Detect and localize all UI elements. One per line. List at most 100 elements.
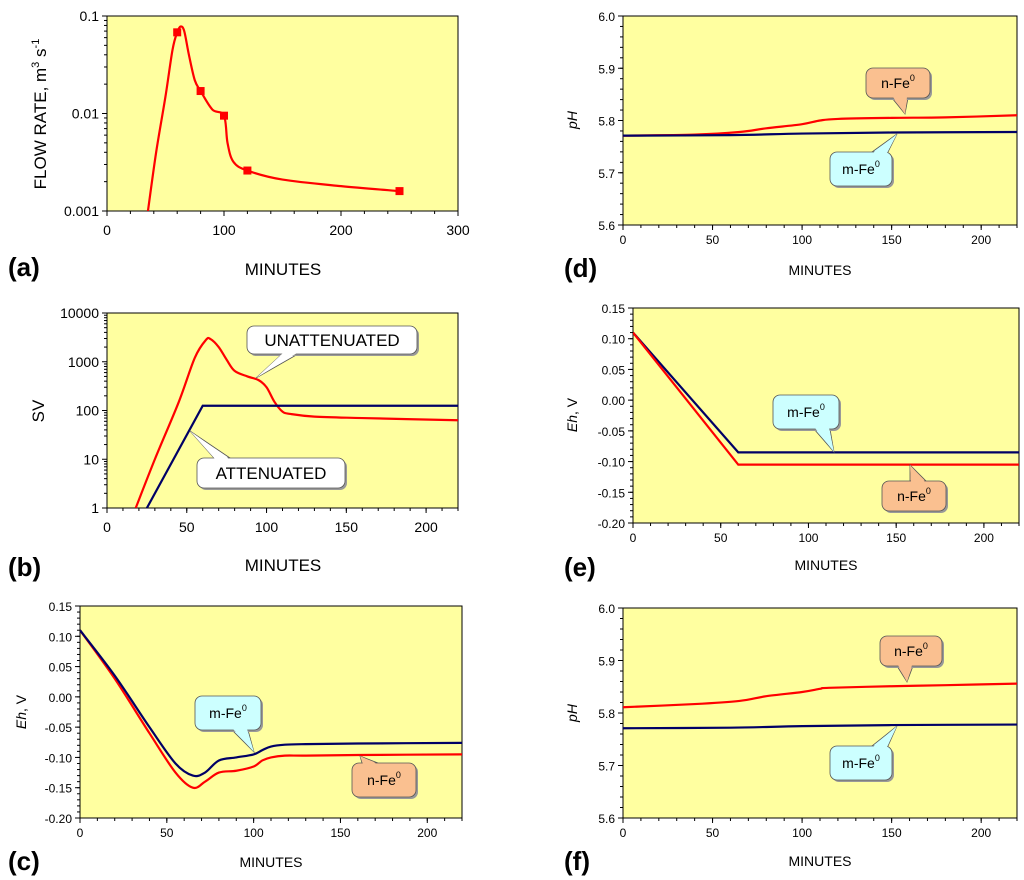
panel-f: 0 50 100 150 200 5.6 5.7 5.8 5.9 6.0 MINUTES pH (f) n… <box>564 602 1018 876</box>
panel-label-e: (e) <box>564 552 596 582</box>
x-tick-label-b: 200 <box>414 519 438 535</box>
series-line-f-m-fe0 <box>623 723 1017 730</box>
y-tick-label-f: 5.8 <box>598 707 615 721</box>
callout-label: m-Fe0 <box>787 402 825 420</box>
series-line-f-n-fe0 <box>623 682 1017 709</box>
x-tick-label-c: 100 <box>244 826 264 840</box>
x-tick-label-b: 0 <box>103 519 111 535</box>
callout-e-1: n-Fe0 <box>881 464 948 513</box>
series-line-b-unattenuated <box>134 336 458 508</box>
y-tick-label-b: 10 <box>83 451 99 467</box>
y-tick-label-f: 5.9 <box>598 655 615 669</box>
y-axis-label-c: Eh, V <box>13 694 29 729</box>
y-tick-label-c: 0.00 <box>49 691 73 705</box>
callout-b-0: UNATTENUATED <box>246 325 419 379</box>
series-line-d-n-fe0 <box>623 114 1017 137</box>
x-tick-label-e: 0 <box>630 531 637 545</box>
callout-label: m-Fe0 <box>209 703 247 721</box>
y-tick-label-d: 5.7 <box>598 167 615 181</box>
y-tick-label-e: -0.15 <box>598 486 626 500</box>
y-axis-label-d: pH <box>564 110 580 130</box>
panel-e: 0 50 100 150 200 -0.20 -0.15 -0.10 -0.05 0.00 0.05… <box>564 302 1020 582</box>
x-tick-label-d: 150 <box>882 233 902 247</box>
x-tick-label-f: 150 <box>882 826 902 840</box>
data-point-marker <box>395 187 404 196</box>
callout-label: n-Fe0 <box>367 770 401 788</box>
y-tick-label-b: 1000 <box>68 354 99 370</box>
callout-label: n-Fe0 <box>894 641 928 659</box>
y-tick-label-d: 5.9 <box>598 62 615 76</box>
series-line-b-attenuated <box>145 404 458 508</box>
panel-label-b: (b) <box>8 552 41 582</box>
callout-label: m-Fe0 <box>842 159 880 177</box>
callout-d-1: m-Fe0 <box>829 133 898 188</box>
callout-f-1: m-Fe0 <box>829 725 898 782</box>
x-tick-label-a: 0 <box>103 222 111 238</box>
x-tick-label-e: 100 <box>798 531 818 545</box>
callout-c-0: n-Fe0 <box>351 755 418 799</box>
x-tick-label-f: 0 <box>620 826 627 840</box>
y-tick-label-c: -0.15 <box>45 782 73 796</box>
x-tick-label-c: 150 <box>330 826 350 840</box>
y-tick-label-f: 5.6 <box>598 812 615 826</box>
panel-d: 0 50 100 150 200 5.6 5.7 5.8 5.9 6.0 MINUTES pH (d) n… <box>564 10 1018 283</box>
x-tick-label-f: 50 <box>706 826 720 840</box>
y-tick-label-a: 0.01 <box>72 106 99 122</box>
y-tick-label-c: 0.15 <box>49 600 73 614</box>
plot-area-a <box>106 15 459 212</box>
x-axis-label-c: MINUTES <box>240 854 303 870</box>
series-line-e-m-fe0 <box>633 331 1019 454</box>
y-axis-label-f: pH <box>564 703 580 723</box>
x-tick-label-d: 100 <box>792 233 812 247</box>
y-tick-label-a: 0.1 <box>80 8 100 24</box>
y-tick-label-e: 0.00 <box>602 394 626 408</box>
y-tick-label-c: -0.20 <box>45 812 73 826</box>
y-tick-label-e: -0.20 <box>598 517 626 531</box>
callout-d-0: n-Fe0 <box>865 67 932 115</box>
y-tick-label-e: 0.15 <box>602 302 626 316</box>
x-axis-label-d: MINUTES <box>789 262 852 278</box>
series-line-c-n-fe0 <box>80 629 462 790</box>
callout-label: n-Fe0 <box>881 73 915 91</box>
data-point-marker <box>243 166 252 175</box>
x-tick-label-e: 200 <box>974 531 994 545</box>
y-axis-label-e: Eh, V <box>564 397 580 432</box>
y-tick-label-c: -0.05 <box>45 721 73 735</box>
x-tick-label-d: 50 <box>706 233 720 247</box>
x-tick-label-c: 0 <box>77 826 84 840</box>
y-tick-label-b: 10000 <box>60 305 99 321</box>
y-tick-label-c: 0.10 <box>49 630 73 644</box>
panel-label-f: (f) <box>564 846 590 876</box>
callout-label: ATTENUATED <box>216 464 327 483</box>
y-tick-label-d: 5.8 <box>598 115 615 129</box>
x-tick-label-c: 200 <box>417 826 437 840</box>
y-tick-label-a: 0.001 <box>64 203 99 219</box>
y-tick-label-f: 6.0 <box>598 602 615 616</box>
callout-e-0: m-Fe0 <box>772 394 841 454</box>
panel-c: 0 50 100 150 200 -0.20 -0.15 -0.10 -0.05 0.00 0.05… <box>8 600 463 876</box>
x-tick-label-d: 200 <box>971 233 991 247</box>
x-tick-label-f: 200 <box>971 826 991 840</box>
y-axis-label-b: SV <box>29 399 48 422</box>
x-axis-label-a: MINUTES <box>245 260 322 279</box>
series-line-c-m-fe0 <box>80 629 462 778</box>
callout-f-0: n-Fe0 <box>879 635 944 683</box>
x-tick-label-b: 150 <box>335 519 359 535</box>
callout-c-1: m-Fe0 <box>194 695 263 754</box>
x-axis-label-b: MINUTES <box>245 556 322 575</box>
series-line-d-m-fe0 <box>623 130 1017 137</box>
x-axis-label-e: MINUTES <box>795 557 858 573</box>
x-axis-label-f: MINUTES <box>789 853 852 869</box>
y-tick-label-c: 0.05 <box>49 661 73 675</box>
callout-label: m-Fe0 <box>842 753 880 771</box>
panel-label-c: (c) <box>8 846 40 876</box>
y-tick-label-e: 0.10 <box>602 333 626 347</box>
panel-label-a: (a) <box>8 252 40 282</box>
y-axis-label-a: FLOW RATE, m3 s-1 <box>30 39 50 190</box>
x-tick-label-a: 200 <box>329 222 353 238</box>
y-tick-label-b: 100 <box>76 403 100 419</box>
data-point-marker <box>220 111 228 120</box>
y-tick-label-c: -0.10 <box>45 751 73 765</box>
callout-label: UNATTENUATED <box>264 331 399 350</box>
